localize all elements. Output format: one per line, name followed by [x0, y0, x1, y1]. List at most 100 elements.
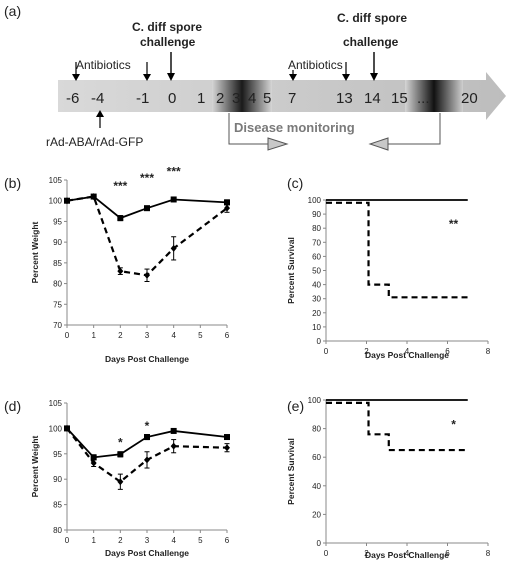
vector-arrow-icon	[96, 110, 104, 128]
day-label: 0	[168, 90, 176, 107]
data-point-square	[144, 434, 150, 441]
y-tick-label: 90	[312, 210, 321, 219]
timeline-arrow-bar	[58, 72, 506, 120]
significance-label: *	[118, 436, 123, 450]
series-line-1	[66, 427, 228, 484]
y-tick-label: 95	[53, 450, 62, 459]
data-point-square	[224, 199, 230, 206]
y-tick-label: 105	[49, 176, 63, 185]
chart-b: (b) 70 75 80 85 90 95 100 105 0 1 2 3 4 5 6 Days Post Ch…	[4, 165, 230, 364]
day-label: 5	[263, 90, 271, 107]
timeline-shading-early	[212, 80, 272, 112]
chart-e: (e) 0 20 40 60 80 100 0 2 4 6 8 Days Post Challenge P…	[286, 396, 491, 560]
x-axis-title: Days Post Challenge	[365, 550, 449, 560]
y-tick-label: 40	[312, 482, 321, 491]
significance-label: ***	[113, 179, 127, 193]
x-axis-title: Days Post Challenge	[365, 350, 449, 360]
data-point-square	[170, 196, 177, 203]
x-tick-label: 6	[445, 347, 450, 356]
y-tick-label: 0	[317, 337, 322, 346]
challenge-label-1b: challenge	[140, 35, 196, 49]
x-axis-title: Days Post Challenge	[105, 548, 189, 558]
series-line-1	[326, 201, 468, 299]
x-tick-label: 4	[405, 347, 410, 356]
x-tick-label: 0	[65, 536, 70, 545]
panel-label-d: (d)	[4, 398, 21, 414]
x-tick-label: 2	[364, 347, 369, 356]
x-tick-label: 0	[324, 347, 329, 356]
data-point-diamond	[64, 197, 70, 205]
timeline-day-labels: -6 -4 -1 0 1 2 3 4 5 7 13 14 15 .... 20	[66, 90, 478, 107]
data-point-diamond	[144, 271, 150, 279]
antibiotics-arrow-icon	[289, 62, 350, 81]
y-tick-label: 90	[53, 475, 62, 484]
x-tick-label: 3	[145, 331, 150, 340]
y-tick-label: 50	[312, 267, 321, 276]
series-line-1	[326, 401, 468, 452]
data-point-diamond	[170, 442, 177, 450]
day-label: -1	[136, 90, 149, 107]
x-axis-title: Days Post Challenge	[105, 354, 189, 364]
y-axis-title: Percent Weight	[30, 221, 40, 283]
chart-c: (c) 0 10 20 30 40 50 60 70 80 90 100 0 2 4 6 8 Days Post …	[286, 175, 491, 360]
timeline-panel: (a) -6 -4 -1 0 1 2 3 4 5 7 13 14 15 ....…	[4, 3, 506, 151]
y-tick-label: 60	[312, 252, 321, 261]
day-label: 13	[336, 90, 353, 107]
x-tick-label: 5	[198, 536, 203, 545]
y-tick-label: 80	[53, 526, 62, 535]
data-point-diamond	[90, 459, 97, 467]
y-tick-label: 85	[53, 501, 62, 510]
data-point-square	[90, 454, 97, 461]
data-point-diamond	[117, 478, 124, 486]
y-tick-label: 100	[49, 424, 63, 433]
vector-label: rAd-ABA/rAd-GFP	[46, 135, 143, 149]
y-tick-label: 30	[312, 295, 321, 304]
x-tick-label: 4	[171, 331, 176, 340]
monitoring-bracket-left	[228, 113, 289, 151]
x-tick-label: 1	[91, 331, 96, 340]
day-label: -4	[91, 90, 104, 107]
x-tick-label: 0	[65, 331, 70, 340]
day-label: 7	[288, 90, 296, 107]
data-point-square	[117, 215, 124, 222]
y-tick-label: 10	[312, 323, 321, 332]
x-tick-label: 6	[225, 536, 230, 545]
day-label: 3	[232, 90, 240, 107]
y-tick-label: 70	[312, 238, 321, 247]
x-tick-label: 8	[486, 549, 491, 558]
x-tick-label: 0	[324, 549, 329, 558]
challenge-arrow-icon	[167, 52, 175, 81]
x-tick-label: 6	[445, 549, 450, 558]
x-tick-label: 6	[225, 331, 230, 340]
x-tick-label: 4	[171, 536, 176, 545]
chart-d: (d) 80 85 90 95 100 105 0 1 2 3 4 5 6 Days Post Challe…	[4, 398, 230, 558]
day-label: 4	[248, 90, 256, 107]
challenge-label-2b: challenge	[343, 35, 399, 49]
significance-label: *	[451, 417, 456, 431]
y-tick-label: 60	[312, 453, 321, 462]
challenge-label-2a: C. diff spore	[337, 11, 407, 25]
data-point-diamond	[224, 444, 230, 452]
series-line-0	[66, 427, 228, 459]
significance-label: ***	[167, 165, 181, 179]
timeline-shading-late	[405, 80, 463, 112]
antibiotics-arrow-icon	[72, 62, 151, 81]
significance-label: **	[449, 217, 459, 231]
challenge-arrow-icon	[370, 52, 378, 81]
day-label: 20	[461, 90, 478, 107]
data-point-diamond	[144, 456, 150, 464]
panel-label-b: (b)	[4, 175, 21, 191]
y-tick-label: 20	[312, 510, 321, 519]
data-point-square	[144, 205, 150, 212]
x-tick-label: 2	[118, 536, 123, 545]
significance-label: ***	[140, 171, 154, 185]
day-label: 1	[197, 90, 205, 107]
data-point-diamond	[64, 424, 70, 432]
y-tick-label: 85	[53, 259, 62, 268]
y-tick-label: 80	[312, 224, 321, 233]
challenge-label-1a: C. diff spore	[132, 20, 202, 34]
x-tick-label: 5	[198, 331, 203, 340]
y-tick-label: 95	[53, 217, 62, 226]
y-tick-label: 100	[308, 196, 322, 205]
